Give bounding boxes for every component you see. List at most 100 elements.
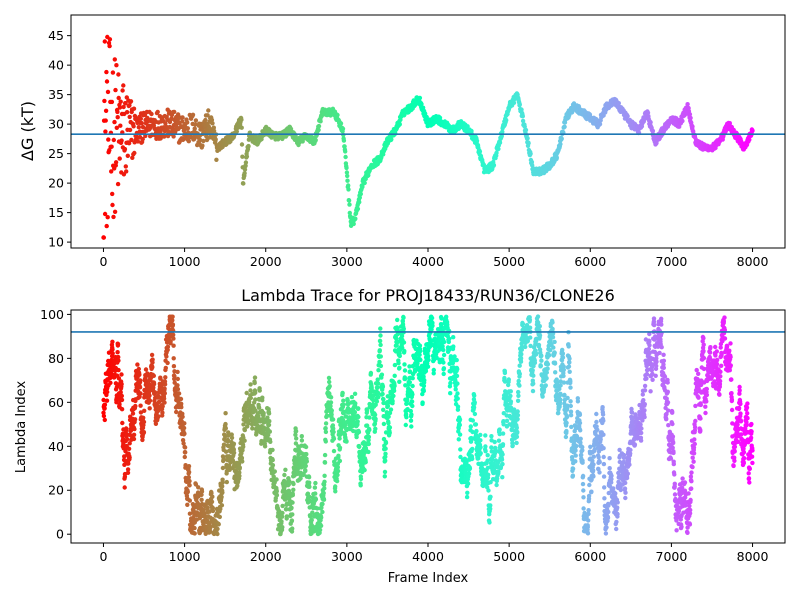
lambda-point: [496, 438, 502, 443]
lambda-point: [156, 414, 161, 419]
lambda-point: [425, 361, 430, 366]
delta-g-point: [163, 121, 168, 126]
lambda-point: [501, 422, 506, 427]
lambda-point: [468, 424, 473, 429]
delta-g-point: [201, 138, 206, 144]
delta-g-point: [234, 129, 239, 134]
lambda-point: [383, 446, 388, 451]
delta-g-point: [103, 108, 109, 114]
delta-g-point: [526, 141, 531, 146]
lambda-point: [307, 480, 312, 485]
lambda-point: [527, 317, 533, 323]
lambda-point: [127, 441, 132, 446]
delta-g-point: [129, 137, 134, 143]
lambda-point: [378, 342, 383, 348]
lambda-point: [207, 526, 213, 531]
delta-g-point: [104, 223, 109, 229]
lambda-point: [132, 417, 138, 422]
lambda-point: [470, 446, 475, 452]
delta-g-point: [474, 138, 480, 143]
lambda-point: [171, 332, 176, 337]
lambda-point: [409, 412, 414, 417]
delta-g-point: [104, 69, 109, 75]
lambda-point: [179, 401, 184, 406]
delta-g-point: [355, 206, 361, 212]
lambda-point: [349, 394, 355, 400]
lambda-point: [326, 375, 332, 381]
lambda-point: [127, 455, 132, 460]
delta-g-point: [346, 183, 351, 188]
lambda-point: [457, 417, 463, 422]
lambda-point: [430, 323, 435, 328]
lambda-point: [266, 422, 272, 428]
lambda-point: [141, 430, 147, 435]
lambda-point: [378, 354, 383, 359]
delta-g-point: [118, 123, 123, 128]
delta-g-point: [109, 144, 114, 149]
lambda-point: [508, 393, 513, 399]
lambda-point: [320, 509, 325, 515]
lambda-point: [138, 378, 143, 383]
lambda-point: [440, 344, 445, 349]
delta-g-point: [185, 120, 190, 125]
delta-g-point: [344, 170, 350, 175]
lambda-point: [336, 453, 341, 458]
lambda-point: [358, 483, 363, 488]
lambda-point: [116, 358, 121, 363]
lambda-point: [404, 415, 409, 420]
lambda-point: [366, 441, 371, 447]
lambda-point: [568, 409, 574, 414]
lambda-point: [539, 358, 544, 363]
lambda-point: [567, 356, 572, 361]
lambda-point: [531, 373, 536, 378]
lambda-point: [471, 405, 477, 410]
lambda-point: [441, 371, 446, 377]
lambda-point: [516, 389, 521, 395]
delta-g-point: [242, 171, 247, 176]
lambda-point: [131, 432, 137, 437]
lambda-point: [558, 379, 563, 384]
lambda-point: [577, 412, 583, 417]
lambda-point: [322, 452, 328, 458]
lambda-point: [565, 395, 570, 401]
lambda-point: [487, 520, 492, 525]
lambda-point: [323, 439, 328, 444]
lambda-point: [318, 523, 324, 528]
delta-g-y-axis-label: ΔG (kT): [18, 101, 37, 161]
delta-g-point: [180, 115, 185, 120]
lambda-point: [274, 489, 279, 494]
lambda-point: [373, 402, 378, 407]
lambda-point: [307, 494, 312, 500]
delta-g-point: [131, 124, 136, 129]
delta-g-point: [125, 153, 130, 158]
lambda-point: [383, 458, 388, 463]
lambda-point: [523, 344, 528, 350]
delta-g-point: [346, 187, 351, 192]
delta-g-point: [140, 124, 146, 130]
lambda-point: [170, 318, 175, 323]
lambda-point: [570, 473, 576, 478]
x-tick-label: 5000: [493, 254, 525, 269]
lambda-point: [192, 525, 197, 531]
lambda-point: [486, 472, 491, 477]
lambda-point: [253, 408, 258, 413]
lambda-point: [308, 514, 313, 519]
lambda-point: [270, 463, 276, 468]
lambda-point: [455, 366, 460, 372]
lambda-point: [220, 480, 225, 485]
delta-g-point: [422, 111, 428, 116]
lambda-point: [528, 343, 533, 349]
lambda-point: [407, 364, 412, 369]
lambda-point: [224, 479, 229, 485]
lambda-point: [334, 478, 340, 484]
lambda-point: [456, 429, 461, 434]
lambda-point: [266, 432, 271, 438]
lambda-point: [219, 503, 225, 508]
lambda-point: [441, 360, 446, 365]
delta-g-point: [559, 136, 564, 141]
lambda-point: [152, 390, 158, 395]
lambda-point: [175, 383, 180, 388]
lambda-point: [323, 426, 328, 431]
lambda-point: [515, 429, 520, 435]
lambda-point: [116, 354, 121, 360]
